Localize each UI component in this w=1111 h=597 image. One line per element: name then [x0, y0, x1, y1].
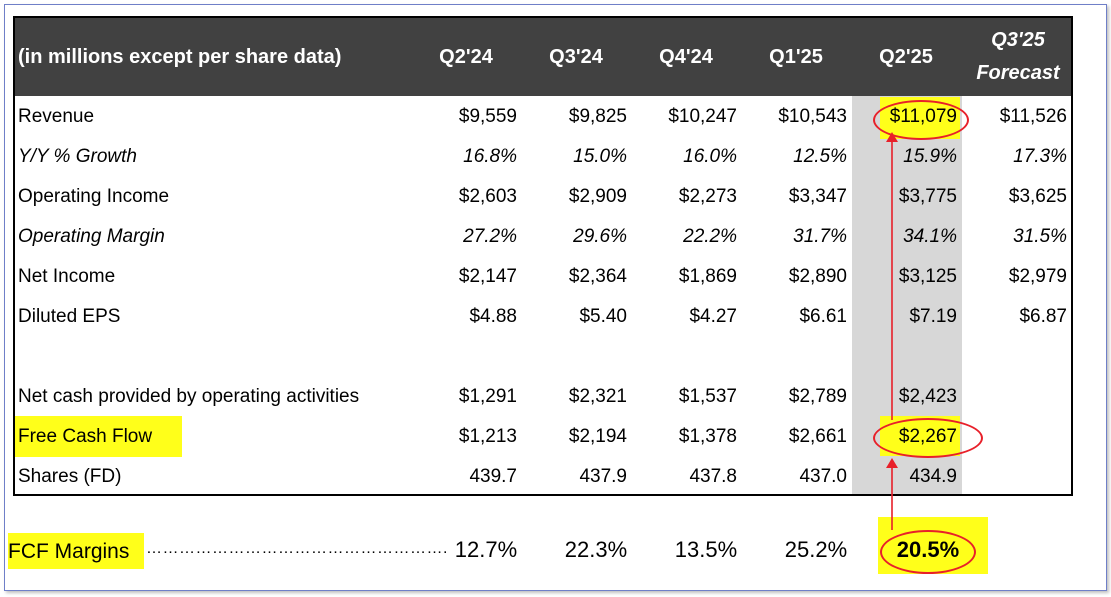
table-cell: 15.0%	[573, 146, 627, 167]
revenue-annotation-oval	[873, 100, 969, 140]
col-header-q2-25: Q2'25	[879, 46, 933, 68]
table-cell: $9,825	[568, 106, 627, 127]
table-cell: $1,537	[678, 386, 737, 407]
fcf-margin-q1-25: 25.2%	[784, 537, 848, 562]
table-cell: 31.5%	[1013, 226, 1067, 247]
fcf-margin-q4-24: 13.5%	[674, 537, 738, 562]
table-cell: $6.61	[799, 306, 847, 327]
col-header-q1-25: Q1'25	[769, 46, 823, 68]
col-header-q2-24: Q2'24	[439, 46, 493, 68]
table-cell: 16.8%	[463, 146, 517, 167]
table-cell: 31.7%	[793, 226, 847, 247]
table-cell: $9,559	[458, 106, 517, 127]
table-cell: $1,291	[458, 386, 517, 407]
fcf-margins-highlight	[8, 533, 144, 569]
table-cell: $2,273	[678, 186, 737, 207]
table-cell: $1,869	[678, 266, 737, 287]
financial-table	[13, 16, 1073, 496]
table-cell: $10,543	[778, 106, 847, 127]
table-cell: $1,213	[458, 426, 517, 447]
table-cell: 15.9%	[903, 146, 957, 167]
table-cell: $10,247	[668, 106, 737, 127]
col-header-forecast: Forecast	[976, 62, 1060, 84]
arrow-head-revenue	[886, 132, 898, 142]
table-cell: $4.88	[469, 306, 517, 327]
row-label-operating-cash: Net cash provided by operating activitie…	[18, 386, 360, 407]
row-label-diluted-eps: Diluted EPS	[18, 306, 121, 327]
row-label-yy-growth: Y/Y % Growth	[18, 146, 137, 167]
col-header-q3-25: Q3'25	[991, 29, 1045, 51]
slide-frame	[4, 4, 1107, 591]
table-cell: $2,789	[788, 386, 847, 407]
table-cell: 22.2%	[683, 226, 737, 247]
table-cell: $2,147	[458, 266, 517, 287]
table-cell: $5.40	[579, 306, 627, 327]
fcf-margins-leader-dots: ……………………………………………….	[146, 540, 448, 557]
table-cell: $2,979	[1008, 266, 1067, 287]
table-cell: $2,364	[568, 266, 627, 287]
table-cell: $3,125	[898, 266, 957, 287]
table-cell: 437.0	[799, 466, 847, 487]
table-cell: 27.2%	[463, 226, 517, 247]
annotation-arrows	[886, 132, 898, 530]
table-cell: $3,347	[788, 186, 847, 207]
table-cell: $6.87	[1019, 306, 1067, 327]
table-cell: $11,526	[999, 106, 1067, 127]
table-cell: $2,661	[788, 426, 847, 447]
fcf-margin-q3-24: 22.3%	[564, 537, 628, 562]
table-cell: 437.9	[579, 466, 627, 487]
free-cash-flow-highlight	[14, 416, 182, 457]
table-cell: $2,890	[788, 266, 847, 287]
table-cell: 34.1%	[903, 226, 957, 247]
table-cell: $2,603	[458, 186, 517, 207]
table-cell: 437.8	[689, 466, 737, 487]
table-cell: $3,775	[898, 186, 957, 207]
row-label-revenue: Revenue	[18, 106, 95, 127]
table-cell: 12.5%	[793, 146, 847, 167]
table-cell: 434.9	[909, 466, 957, 487]
table-cell: $4.27	[689, 306, 737, 327]
row-label-free-cash-flow: Free Cash Flow	[18, 426, 153, 447]
table-cell: 16.0%	[683, 146, 737, 167]
fcf-margin-q2-24: 12.7%	[454, 537, 518, 562]
table-cell: $2,909	[568, 186, 627, 207]
table-cell: $2,194	[568, 426, 627, 447]
table-cell: 29.6%	[573, 226, 627, 247]
fcf-margins-label: FCF Margins	[8, 540, 130, 563]
table-cell: $1,378	[678, 426, 737, 447]
row-label-net-income: Net Income	[18, 266, 116, 287]
table-cell: $2,423	[898, 386, 957, 407]
table-cell: $2,321	[568, 386, 627, 407]
table-cell: 439.7	[469, 466, 517, 487]
row-label-shares: Shares (FD)	[18, 466, 122, 487]
col-header-q4-24: Q4'24	[659, 46, 713, 68]
table-cell: 17.3%	[1013, 146, 1067, 167]
table-cell: $3,625	[1008, 186, 1067, 207]
table-cell: $7.19	[909, 306, 957, 327]
row-label-operating-margin: Operating Margin	[18, 226, 165, 247]
arrow-head-fcf	[886, 458, 898, 468]
row-label-operating-income: Operating Income	[18, 186, 170, 207]
fcf-annotation-oval	[873, 418, 983, 458]
fcf-margin-q2-25: 20.5%	[896, 537, 960, 562]
col-header-q3-24: Q3'24	[549, 46, 603, 68]
table-header	[13, 16, 1073, 96]
fcf-margin-annotation-oval	[880, 530, 976, 574]
header-label: (in millions except per share data)	[18, 46, 342, 68]
